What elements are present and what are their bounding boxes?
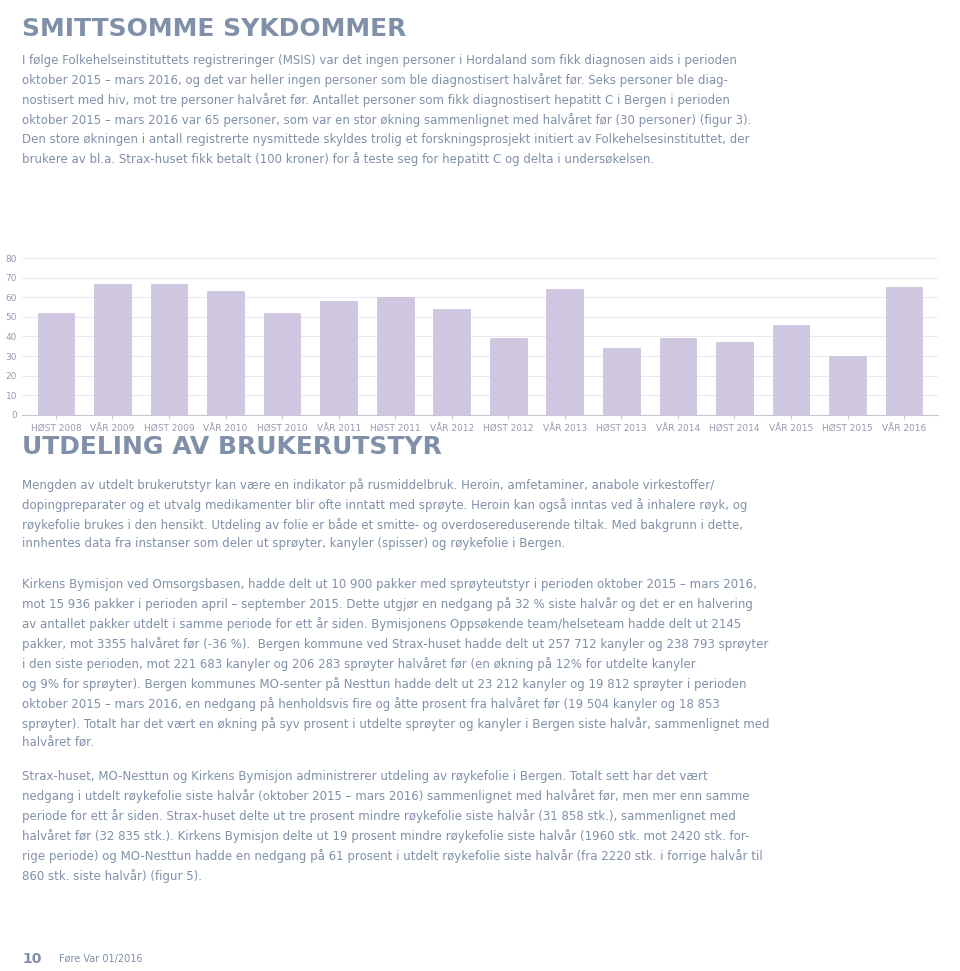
Bar [490, 339, 527, 415]
Text: 10: 10 [22, 952, 41, 965]
Text: I følge Folkehelseinstituttets registreringer (MSIS) var det ingen personer i Ho: I følge Folkehelseinstituttets registrer… [22, 54, 752, 165]
Bar [546, 289, 583, 415]
Text: Kirkens Bymisjon ved Omsorgsbasen, hadde delt ut 10 900 pakker med sprøyteutstyr: Kirkens Bymisjon ved Omsorgsbasen, hadde… [22, 578, 770, 750]
Text: Føre Var 01/2016: Føre Var 01/2016 [59, 954, 142, 963]
Bar [716, 343, 753, 415]
Bar [377, 297, 414, 415]
Bar [773, 324, 809, 415]
Bar [886, 287, 923, 415]
Text: SMITTSOMME SYKDOMMER: SMITTSOMME SYKDOMMER [22, 17, 406, 41]
Text: Strax-huset, MO-Nesttun og Kirkens Bymisjon administrerer utdeling av røykefolie: Strax-huset, MO-Nesttun og Kirkens Bymis… [22, 770, 763, 883]
Text: Figur 3: Hepatitt C - antall diagnostiserte, 2008 - 2016: Figur 3: Hepatitt C - antall diagnostise… [33, 236, 354, 249]
Bar [264, 313, 300, 415]
Bar [603, 349, 639, 415]
Bar [660, 339, 696, 415]
Bar [829, 356, 866, 415]
Bar [94, 284, 131, 415]
Text: UTDELING AV BRUKERUTSTYR: UTDELING AV BRUKERUTSTYR [22, 435, 442, 459]
Bar [151, 284, 187, 415]
Text: Mengden av utdelt brukerutstyr kan være en indikator på rusmiddelbruk. Heroin, a: Mengden av utdelt brukerutstyr kan være … [22, 478, 748, 551]
Bar [433, 309, 470, 415]
Bar [37, 313, 74, 415]
Bar [207, 291, 244, 415]
Bar [321, 301, 357, 415]
